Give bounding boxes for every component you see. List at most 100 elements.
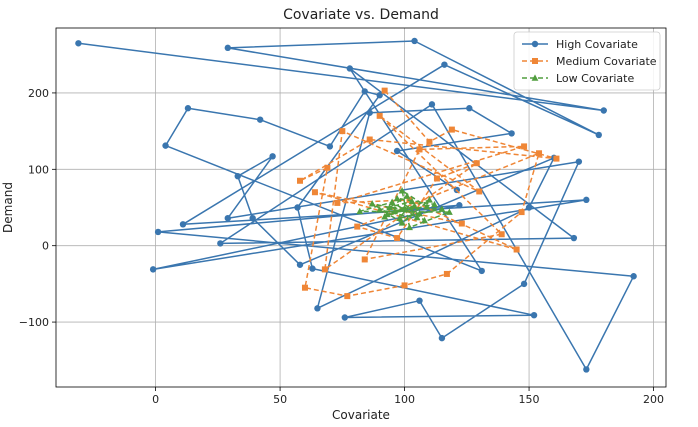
data-point-low-covariate — [413, 213, 421, 221]
data-point-low-covariate — [391, 207, 399, 215]
x-tick-label: 50 — [273, 393, 287, 406]
data-point-high-covariate — [583, 366, 590, 373]
data-point-medium-covariate — [513, 246, 520, 253]
data-point-high-covariate — [361, 88, 368, 95]
data-point-low-covariate — [368, 200, 376, 207]
data-point-high-covariate — [520, 280, 528, 288]
series-layer — [75, 37, 637, 373]
data-point-medium-covariate — [334, 199, 341, 206]
data-point-medium-covariate — [416, 146, 423, 153]
data-point-medium-covariate — [473, 160, 480, 167]
data-point-medium-covariate — [518, 209, 525, 216]
legend-box — [513, 31, 661, 91]
data-point-high-covariate — [595, 131, 602, 139]
data-point-medium-covariate — [476, 188, 483, 195]
series-line-medium-covariate — [299, 90, 558, 297]
data-point-low-covariate — [431, 200, 438, 208]
data-point-high-covariate — [456, 202, 463, 209]
data-point-medium-covariate — [321, 266, 328, 273]
data-point-medium-covariate — [324, 164, 331, 171]
data-point-low-covariate — [426, 196, 433, 203]
legend-marker-low-covariate — [531, 74, 539, 81]
data-point-high-covariate — [249, 214, 256, 222]
data-point-high-covariate — [393, 147, 401, 155]
data-point-low-covariate — [408, 197, 416, 205]
y-tick-label: −100 — [19, 316, 49, 329]
data-point-high-covariate — [309, 265, 316, 272]
data-point-medium-covariate — [553, 155, 560, 162]
legend-marker-medium-covariate — [532, 58, 538, 64]
data-point-medium-covariate — [448, 126, 455, 133]
chart-title: Covariate vs. Demand — [283, 7, 439, 23]
data-point-medium-covariate — [401, 282, 408, 289]
data-point-low-covariate — [356, 207, 364, 215]
data-point-low-covariate — [416, 210, 423, 217]
data-point-high-covariate — [525, 204, 533, 211]
data-point-high-covariate — [411, 37, 418, 45]
x-axis: 0 50 100 150 200 — [152, 387, 664, 406]
data-point-low-covariate — [396, 214, 403, 221]
series-high-covariate — [75, 37, 637, 373]
data-point-medium-covariate — [498, 231, 505, 238]
x-tick-label: 0 — [152, 393, 159, 406]
data-point-high-covariate — [346, 65, 353, 72]
x-tick-label: 200 — [643, 393, 664, 406]
y-axis: −100 0 100 200 — [19, 87, 56, 329]
data-point-low-covariate — [411, 202, 418, 209]
data-point-high-covariate — [600, 107, 607, 114]
data-point-high-covariate — [428, 101, 436, 108]
data-point-high-covariate — [376, 92, 383, 99]
x-tick-label: 150 — [519, 393, 540, 406]
data-point-high-covariate — [441, 61, 448, 68]
data-point-high-covariate — [269, 153, 276, 160]
data-point-high-covariate — [217, 240, 224, 247]
data-point-high-covariate — [570, 234, 578, 242]
data-point-medium-covariate — [381, 87, 388, 94]
y-axis-title: Demand — [1, 182, 15, 233]
y-tick-label: 100 — [28, 163, 49, 176]
data-point-medium-covariate — [361, 256, 368, 263]
legend-label-medium-covariate: Medium Covariate — [556, 55, 657, 68]
data-point-high-covariate — [294, 204, 301, 211]
data-point-low-covariate — [445, 208, 453, 215]
data-point-low-covariate — [386, 203, 394, 211]
y-tick-label: 200 — [28, 87, 49, 100]
data-point-low-covariate — [388, 198, 396, 205]
data-point-medium-covariate — [433, 175, 440, 182]
series-low-covariate — [356, 187, 453, 231]
plot-frame — [55, 27, 667, 388]
x-axis-title: Covariate — [332, 408, 390, 422]
legend-marker-high-covariate — [531, 40, 539, 48]
data-point-high-covariate — [438, 334, 446, 342]
data-point-high-covariate — [224, 44, 231, 52]
data-point-high-covariate — [341, 314, 349, 321]
data-point-high-covariate — [630, 273, 637, 280]
data-point-high-covariate — [162, 142, 169, 149]
y-tick-label: 0 — [42, 240, 49, 253]
data-point-high-covariate — [366, 109, 373, 116]
data-point-high-covariate — [75, 40, 82, 47]
data-point-medium-covariate — [426, 138, 433, 145]
legend: High Covariate Medium Covariate Low Covari… — [513, 31, 661, 91]
data-point-high-covariate — [583, 196, 590, 204]
data-point-low-covariate — [383, 210, 391, 218]
data-point-low-covariate — [403, 192, 411, 199]
legend-label-low-covariate: Low Covariate — [556, 72, 634, 85]
series-medium-covariate — [297, 87, 560, 300]
data-point-low-covariate — [398, 187, 406, 194]
data-point-low-covariate — [376, 206, 384, 213]
data-point-high-covariate — [530, 312, 538, 319]
data-point-high-covariate — [184, 105, 192, 112]
data-point-medium-covariate — [354, 223, 361, 230]
data-point-medium-covariate — [297, 177, 303, 184]
data-point-high-covariate — [508, 130, 515, 137]
x-tick-label: 100 — [394, 393, 415, 406]
data-point-high-covariate — [224, 214, 231, 222]
data-point-high-covariate — [234, 172, 241, 180]
data-point-high-covariate — [416, 297, 423, 304]
data-point-medium-covariate — [344, 293, 351, 300]
data-point-low-covariate — [401, 204, 408, 212]
data-point-medium-covariate — [376, 112, 383, 119]
